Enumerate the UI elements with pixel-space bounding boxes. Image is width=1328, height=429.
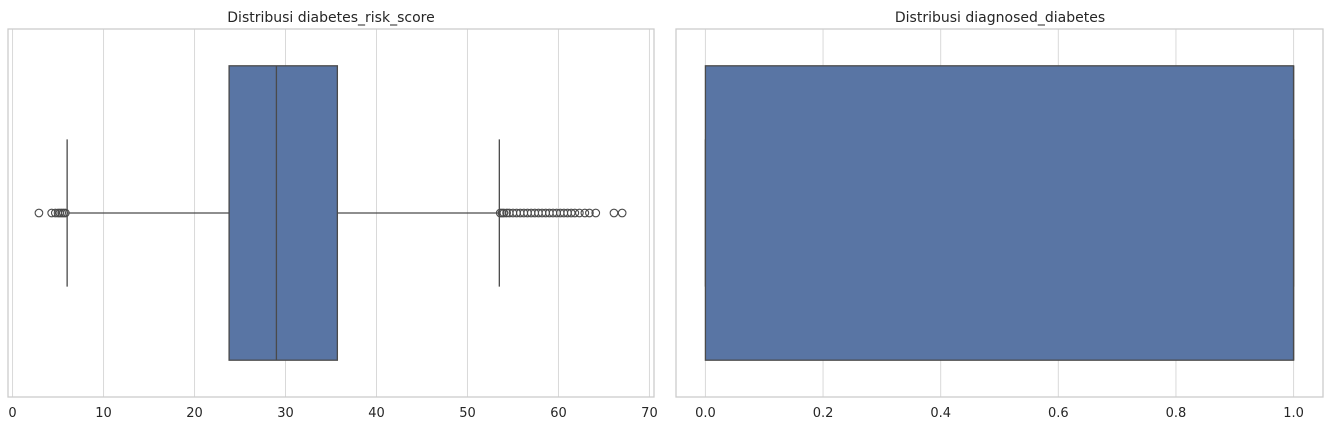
x-tick-label: 0.8 bbox=[1166, 406, 1187, 421]
outlier-point bbox=[50, 208, 60, 218]
plot-frame bbox=[675, 28, 1324, 398]
outlier-point bbox=[566, 208, 576, 218]
outlier-point bbox=[617, 208, 627, 218]
iqr-box bbox=[228, 65, 339, 361]
x-tick-label: 50 bbox=[459, 406, 476, 421]
chart-title-diagnosed: Distribusi diagnosed_diabetes bbox=[895, 10, 1105, 26]
x-tick-label: 70 bbox=[641, 406, 658, 421]
x-tick-label: 0.6 bbox=[1048, 406, 1069, 421]
chart-title-risk-score: Distribusi diabetes_risk_score bbox=[227, 10, 434, 26]
x-tick-label: 1.0 bbox=[1283, 406, 1304, 421]
outlier-point bbox=[60, 208, 70, 218]
x-tick-label: 10 bbox=[95, 406, 112, 421]
x-tick-label: 0.2 bbox=[813, 406, 834, 421]
outlier-point bbox=[575, 208, 584, 218]
x-tick-label: 0 bbox=[8, 406, 16, 421]
outlier-point bbox=[609, 208, 619, 218]
x-tick-label: 20 bbox=[186, 406, 203, 421]
x-tick-label: 60 bbox=[550, 406, 567, 421]
x-tick-label: 30 bbox=[277, 406, 294, 421]
outlier-point bbox=[591, 208, 601, 218]
x-tick-label: 0.4 bbox=[930, 406, 951, 421]
x-tick-label: 0.0 bbox=[695, 406, 716, 421]
outlier-point bbox=[47, 208, 57, 218]
x-tick-label: 40 bbox=[368, 406, 385, 421]
outlier-point bbox=[585, 208, 594, 218]
outlier-point bbox=[570, 208, 580, 218]
outlier-point bbox=[502, 208, 511, 218]
outlier-point bbox=[34, 208, 44, 218]
iqr-box bbox=[704, 65, 1295, 361]
outlier-point bbox=[580, 208, 590, 218]
outlier-point bbox=[499, 208, 509, 218]
plot-frame bbox=[7, 28, 655, 398]
